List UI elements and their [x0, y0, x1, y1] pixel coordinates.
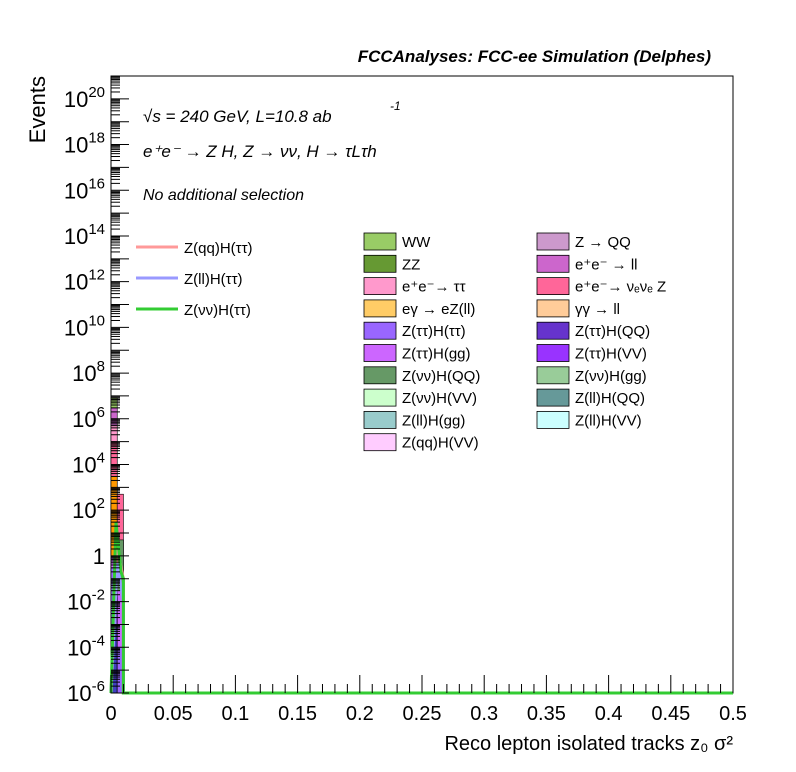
- legend-swatch: [363, 277, 397, 296]
- y-tick-label: 1018: [64, 130, 105, 158]
- y-tick-label: 10-2: [67, 587, 105, 615]
- legend-label: e⁺e⁻→ ττ: [402, 279, 466, 296]
- legend-swatch: [363, 388, 397, 407]
- x-tick-label: 0.5: [719, 703, 747, 725]
- y-tick-label: 10-4: [67, 632, 105, 660]
- legend-label: WW: [402, 234, 431, 251]
- legend-swatch: [363, 232, 397, 251]
- y-tick-label: 108: [72, 358, 105, 386]
- x-tick-label: 0.1: [221, 703, 249, 725]
- legend-swatch: [536, 321, 570, 340]
- legend-label: Z(ττ)H(QQ): [575, 323, 650, 340]
- legend-swatch: [363, 410, 397, 429]
- legend-swatch: [536, 410, 570, 429]
- y-tick-label: 102: [72, 495, 105, 523]
- legend-swatch: [363, 321, 397, 340]
- legend-label: ZZ: [402, 256, 420, 273]
- y-tick-label: 1014: [64, 221, 105, 249]
- y-tick-label: 1010: [64, 312, 105, 340]
- legend-label: Z(νν)H(VV): [402, 390, 477, 407]
- legend-label: Z(ll)H(VV): [575, 412, 642, 429]
- chart-header-title: FCCAnalyses: FCC-ee Simulation (Delphes): [358, 47, 712, 66]
- selection-text: No additional selection: [143, 187, 304, 204]
- x-tick-label: 0.45: [651, 703, 690, 725]
- series-line: [109, 562, 733, 695]
- legend-swatch: [363, 254, 397, 273]
- legend-swatch: [363, 433, 397, 452]
- y-axis-title: Events: [25, 76, 50, 143]
- legend-swatch: [536, 232, 570, 251]
- x-tick-label: 0.35: [527, 703, 566, 725]
- legend-label: Z(ττ)H(gg): [402, 346, 471, 363]
- y-tick-label: 106: [72, 404, 105, 432]
- energy-text: √s = 240 GeV, L=10.8 ab: [143, 107, 332, 126]
- legend-label: Z(ττ)H(ττ): [402, 323, 466, 340]
- legend-label: Z(ll)H(gg): [402, 412, 465, 429]
- legend-line-label: Z(qq)H(ττ): [184, 240, 253, 257]
- process-text: e⁺e⁻ → Z H, Z → νν, H → τLτh: [143, 142, 377, 161]
- x-tick-label: 0.15: [278, 703, 317, 725]
- y-tick-label: 10-6: [67, 678, 105, 706]
- y-tick-label: 1020: [64, 84, 105, 112]
- legend-swatch: [536, 254, 570, 273]
- lumi-exponent: -1: [390, 99, 401, 113]
- legend-swatch: [536, 299, 570, 318]
- y-tick-label: 104: [72, 449, 105, 477]
- signal-lines: [109, 521, 733, 695]
- legend-line-label: Z(ll)H(ττ): [184, 271, 243, 288]
- legend-background: WW Z → QQ ZZ e⁺e⁻ → ll e⁺e⁻→ ττ e⁺e⁻→ νₑνₑ Z e…: [363, 232, 666, 452]
- legend-swatch: [536, 344, 570, 362]
- y-tick-label: 1012: [64, 267, 105, 295]
- x-axis: 0 0.05 0.1 0.15 0.2 0.25 0.3 0.35 0.4 0.45 0.5: [105, 675, 747, 725]
- legend-label: e⁺e⁻ → ll: [575, 256, 638, 273]
- x-tick-label: 0.4: [595, 703, 623, 725]
- series-line: [109, 548, 733, 695]
- energy-annotation: √s = 240 GeV, L=10.8 ab -1: [143, 99, 401, 126]
- legend-swatch: [363, 299, 397, 318]
- legend-label: Z(ττ)H(VV): [575, 346, 647, 363]
- legend-swatch: [363, 344, 397, 362]
- x-axis-title: Reco lepton isolated tracks z₀ σ²: [444, 733, 733, 755]
- legend-label: Z(νν)H(gg): [575, 368, 647, 385]
- legend-label: γγ → ll: [575, 301, 620, 318]
- legend-swatch: [536, 388, 570, 407]
- series-line: [109, 521, 733, 695]
- legend-label: Z(νν)H(QQ): [402, 368, 480, 385]
- legend-swatch: [363, 366, 397, 385]
- legend-signal: Z(qq)H(ττ) Z(ll)H(ττ) Z(νν)H(ττ): [136, 240, 253, 319]
- legend-swatch: [536, 366, 570, 385]
- legend-label: Z → QQ: [575, 234, 631, 251]
- y-tick-label: 1016: [64, 175, 105, 203]
- y-tick-label: 1: [93, 544, 105, 569]
- legend-label: e⁺e⁻→ νₑνₑ Z: [575, 279, 666, 296]
- x-tick-label: 0.2: [346, 703, 374, 725]
- legend-label: Z(qq)H(VV): [402, 435, 479, 452]
- legend-label: Z(ll)H(QQ): [575, 390, 645, 407]
- x-tick-label: 0.3: [470, 703, 498, 725]
- x-tick-label: 0: [105, 703, 116, 725]
- x-tick-label: 0.25: [403, 703, 442, 725]
- x-tick-label: 0.05: [154, 703, 193, 725]
- legend-line-label: Z(νν)H(ττ): [184, 302, 251, 319]
- legend-swatch: [536, 277, 570, 296]
- y-axis: 1020 1018 1016 1014 1012 1010 108 106 104 102 1 10-…: [64, 75, 129, 706]
- legend-label: eγ → eZ(ll): [402, 301, 475, 318]
